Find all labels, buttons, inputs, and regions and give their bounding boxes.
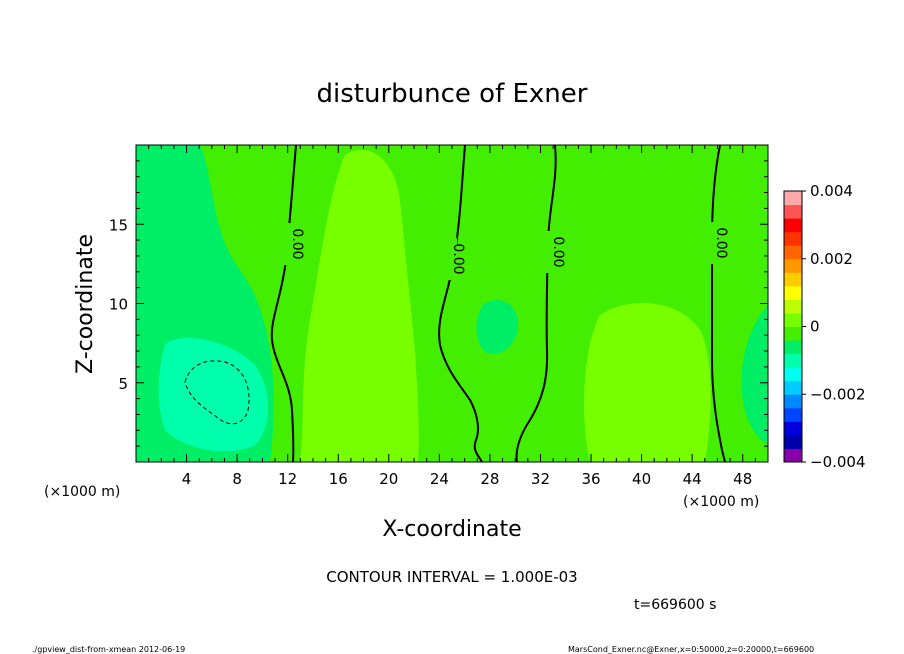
x-tick-label: 24 [430,470,449,488]
contour-label-2: 0.00 [450,243,466,274]
footer-right: MarsCond_Exner.nc@Exner,x=0:50000,z=0:20… [568,645,814,654]
y-axis: 5 10 15 [109,160,768,447]
x-tick-label: 12 [278,470,297,488]
contour-label-1: 0.00 [289,228,305,259]
colorbar-swatch [784,299,802,314]
colorbar-swatch [784,394,802,409]
colorbar-swatch [784,326,802,341]
colorbar-swatch [784,312,802,327]
y-tick-label: 5 [118,375,128,393]
colorbar-swatch [784,340,802,355]
colorbar-tick-label: 0 [810,318,820,336]
x-tick-label: 40 [632,470,651,488]
x-tick-label: 48 [733,470,752,488]
x-tick-label: 44 [683,470,702,488]
colorbar: 0.004 0.002 0 −0.002 −0.004 [783,182,866,471]
colorbar-swatch [784,245,802,260]
field-negative-right [741,305,768,445]
colorbar-swatch [784,258,802,273]
contour-interval: CONTOUR INTERVAL = 1.000E-03 [326,568,577,586]
colorbar-swatch [784,421,802,436]
zero-contour-3 [515,145,557,462]
contour-label-3: 0.00 [550,236,566,267]
field-negative-mid [476,300,519,355]
colorbar-tick-label: 0.002 [810,250,853,268]
x-tick-label: 8 [232,470,242,488]
x-tick-label: 16 [329,470,348,488]
zero-contour-1 [270,145,297,462]
chart-title: disturbunce of Exner [317,79,588,109]
contour-labels: 0.00 0.00 0.00 0.00 [279,222,729,280]
colorbar-swatch [784,434,802,449]
x-unit-label: (×1000 m) [44,484,120,500]
x-unit-label-right: (×1000 m) [683,494,759,510]
colorbar-tick-label: −0.002 [810,385,866,403]
y-tick-label: 10 [109,296,128,314]
colorbar-swatch [784,448,802,463]
colorbar-swatch [784,204,802,219]
zero-contour-4 [710,145,726,462]
time-label: t=669600 s [634,597,716,613]
colorbar-swatch [784,191,802,206]
x-tick-label: 36 [581,470,600,488]
y-tick-label: 15 [109,216,128,234]
x-tick-label: 28 [480,470,499,488]
footer-left: ./gpview_dist-from-xmean 2012-06-19 [32,645,185,654]
colorbar-swatch [784,272,802,287]
colorbar-swatch [784,353,802,368]
field-negative-core [158,337,269,452]
colorbar-swatch [784,218,802,233]
colorbar-swatch [784,367,802,382]
zero-contour-2 [438,145,483,462]
colorbar-swatch [784,407,802,422]
y-axis-title: Z-coordinate [73,234,98,374]
colorbar-swatch [784,380,802,395]
field-positive-band1 [300,150,419,462]
x-axis: 4 8 12 16 20 24 28 32 36 40 44 48 [148,145,756,488]
colorbar-swatch [784,231,802,246]
x-axis-title: X-coordinate [382,517,521,542]
colorbar-tick-label: 0.004 [810,182,853,200]
colorbar-tick-label: −0.004 [810,453,866,471]
x-tick-label: 32 [531,470,550,488]
x-tick-label: 20 [379,470,398,488]
contour-label-4: 0.00 [713,227,729,258]
field-positive-band2 [584,303,711,462]
colorbar-swatch [784,285,802,300]
plot-area [136,145,768,462]
negative-contour [184,360,250,425]
x-tick-label: 4 [182,470,192,488]
